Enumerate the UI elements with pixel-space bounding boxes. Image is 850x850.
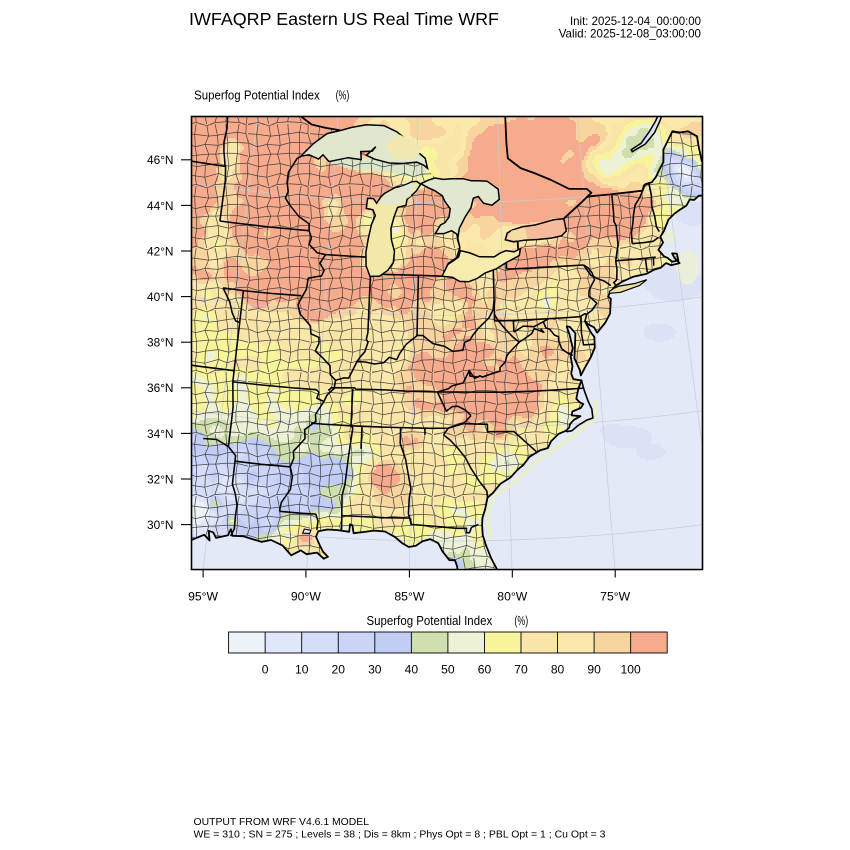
svg-text:100: 100: [621, 663, 641, 677]
svg-text:36°N: 36°N: [147, 381, 174, 395]
svg-text:0: 0: [262, 663, 269, 677]
svg-text:10: 10: [295, 663, 309, 677]
svg-text:(%): (%): [514, 614, 528, 628]
svg-text:(%): (%): [336, 88, 350, 102]
svg-text:Valid: 2025-12-08_03:00:00: Valid: 2025-12-08_03:00:00: [559, 27, 702, 41]
svg-text:50: 50: [441, 663, 455, 677]
svg-text:38°N: 38°N: [147, 336, 174, 350]
svg-text:44°N: 44°N: [147, 199, 174, 213]
svg-text:Init: 2025-12-04_00:00:00: Init: 2025-12-04_00:00:00: [570, 14, 701, 28]
svg-text:20: 20: [332, 663, 346, 677]
svg-text:70: 70: [514, 663, 528, 677]
svg-text:IWFAQRP Eastern US Real Time W: IWFAQRP Eastern US Real Time WRF: [189, 9, 499, 29]
svg-text:40°N: 40°N: [147, 290, 174, 304]
svg-text:80: 80: [551, 663, 565, 677]
svg-text:60: 60: [478, 663, 492, 677]
svg-text:75°W: 75°W: [600, 590, 630, 604]
svg-text:80°W: 80°W: [497, 590, 527, 604]
svg-text:OUTPUT FROM WRF V4.6.1 MODEL: OUTPUT FROM WRF V4.6.1 MODEL: [194, 817, 370, 828]
svg-text:46°N: 46°N: [147, 153, 174, 167]
svg-text:85°W: 85°W: [394, 590, 424, 604]
svg-text:34°N: 34°N: [147, 427, 174, 441]
svg-text:30°N: 30°N: [147, 518, 174, 532]
svg-text:30: 30: [368, 663, 382, 677]
svg-text:90: 90: [587, 663, 601, 677]
svg-text:95°W: 95°W: [188, 590, 218, 604]
svg-text:40: 40: [405, 663, 419, 677]
svg-text:WE = 310 ; SN = 275 ; Levels =: WE = 310 ; SN = 275 ; Levels = 38 ; Dis …: [194, 829, 606, 840]
svg-text:42°N: 42°N: [147, 244, 174, 258]
svg-text:Superfog Potential Index: Superfog Potential Index: [367, 614, 493, 628]
svg-text:32°N: 32°N: [147, 472, 174, 486]
svg-text:90°W: 90°W: [291, 590, 321, 604]
svg-text:Superfog Potential Index: Superfog Potential Index: [194, 88, 320, 102]
